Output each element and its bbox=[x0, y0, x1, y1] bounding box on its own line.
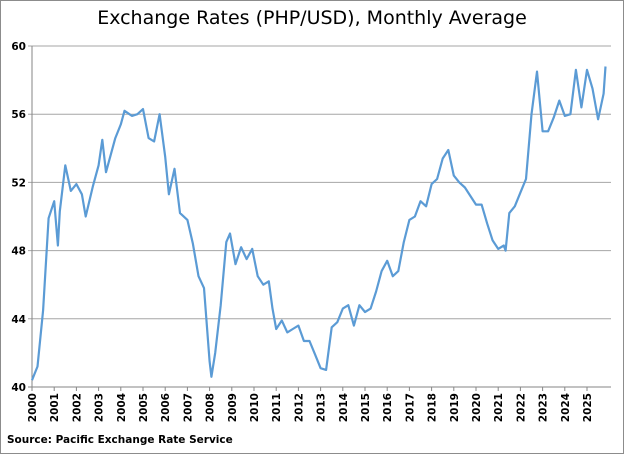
x-tick-label: 2013 bbox=[316, 393, 328, 422]
x-tick-label: 2005 bbox=[138, 393, 150, 422]
x-tick-label: 2025 bbox=[582, 393, 594, 422]
series-line bbox=[30, 66, 607, 381]
x-tick-label: 2019 bbox=[449, 393, 461, 422]
source-note: Source: Pacific Exchange Rate Service bbox=[7, 434, 233, 446]
y-tick-label: 60 bbox=[11, 41, 26, 53]
y-tick-label: 40 bbox=[11, 382, 26, 394]
y-tick-label: 52 bbox=[11, 177, 26, 189]
x-tick-label: 2015 bbox=[360, 393, 372, 422]
y-tick-label: 48 bbox=[11, 246, 26, 258]
x-tick-label: 2021 bbox=[493, 393, 505, 422]
x-tick-label: 2003 bbox=[94, 393, 106, 422]
x-tick-label: 2006 bbox=[160, 393, 172, 422]
x-tick-label: 2001 bbox=[49, 393, 61, 422]
x-tick-label: 2016 bbox=[382, 393, 394, 422]
x-tick-label: 2010 bbox=[249, 393, 261, 422]
x-tick-label: 2018 bbox=[427, 393, 439, 422]
x-tick-label: 2020 bbox=[471, 393, 483, 422]
x-tick-label: 2002 bbox=[71, 393, 83, 422]
x-tick-label: 2004 bbox=[116, 393, 128, 422]
chart-title: Exchange Rates (PHP/USD), Monthly Averag… bbox=[97, 7, 527, 29]
x-tick-label: 2009 bbox=[227, 393, 239, 422]
x-tick-label: 2023 bbox=[538, 393, 550, 422]
x-tick-label: 2000 bbox=[27, 393, 39, 422]
x-tick-label: 2012 bbox=[293, 393, 305, 422]
x-tick-label: 2008 bbox=[205, 393, 217, 422]
y-tick-label: 44 bbox=[11, 314, 26, 326]
x-tick-label: 2007 bbox=[182, 393, 194, 422]
x-tick-label: 2017 bbox=[404, 393, 416, 422]
x-tick-label: 2011 bbox=[271, 393, 283, 422]
x-tick-label: 2022 bbox=[515, 393, 527, 422]
x-tick-label: 2014 bbox=[338, 393, 350, 422]
y-tick-label: 56 bbox=[11, 109, 26, 121]
x-tick-label: 2024 bbox=[560, 393, 572, 422]
